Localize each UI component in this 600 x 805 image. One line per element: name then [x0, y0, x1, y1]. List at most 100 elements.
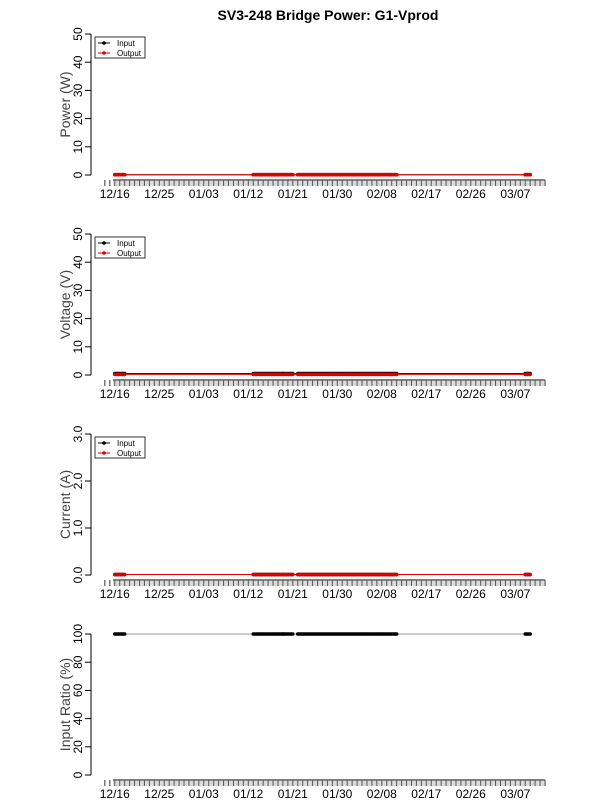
data-point [291, 372, 295, 377]
x-tick-label: 01/30 [322, 787, 352, 800]
data-point [394, 572, 399, 577]
x-tick-label: 12/16 [100, 587, 130, 601]
x-tick-label: 01/03 [189, 587, 219, 601]
panel-voltage: 0 10 20 30 40 50 Voltage (V) 12/16 12/25 01/03 01/… [57, 227, 546, 401]
legend-label: Output [117, 249, 142, 258]
data-point [291, 632, 295, 636]
legend-swatch-point [102, 241, 106, 245]
y-axis-label: Power (W) [57, 71, 73, 137]
x-tick-label: 01/12 [233, 787, 263, 800]
y-tick-label: 30 [71, 83, 85, 97]
x-tick-label: 01/30 [322, 187, 352, 201]
data-point [122, 632, 127, 636]
y-tick-label: 40 [71, 255, 85, 269]
x-tick-label: 12/25 [144, 387, 174, 401]
y-axis-label: Current (A) [57, 470, 73, 539]
series-output [112, 172, 532, 177]
series-output [112, 372, 532, 377]
legend-swatch-point [102, 251, 106, 255]
y-tick-label: 50 [71, 27, 85, 41]
data-point [528, 632, 532, 636]
y-tick-label: 0.0 [71, 566, 85, 583]
y-tick-label: 80 [71, 655, 85, 669]
legend-swatch-point [102, 441, 106, 445]
x-tick-label: 02/08 [367, 187, 397, 201]
x-tick-label: 02/08 [367, 387, 397, 401]
data-point [291, 572, 295, 577]
legend-swatch-point [102, 51, 106, 55]
x-tick-label: 02/08 [367, 787, 397, 800]
series-ratio [112, 632, 532, 636]
y-tick-label: 40 [71, 712, 85, 726]
data-point [291, 172, 295, 177]
x-tick-label: 02/17 [411, 787, 441, 800]
data-point [528, 172, 532, 177]
y-tick-label: 50 [71, 227, 85, 241]
legend-label: Input [117, 39, 136, 48]
x-tick-label: 01/03 [189, 787, 219, 800]
x-tick-label: 12/16 [100, 387, 130, 401]
y-tick-label: 20 [71, 740, 85, 754]
legend-swatch-point [102, 41, 106, 45]
x-tick-band [113, 180, 545, 186]
data-point [122, 372, 127, 377]
data-point [528, 372, 532, 377]
legend-swatch-point [102, 451, 106, 455]
x-tick-label: 02/26 [456, 187, 486, 201]
y-tick-label: 10 [71, 140, 85, 154]
x-tick-label: 12/25 [144, 587, 174, 601]
data-point [394, 372, 399, 377]
y-tick-label: 0 [71, 771, 85, 778]
x-tick-label: 01/12 [233, 387, 263, 401]
y-axis-label: Input Ratio (%) [57, 658, 73, 751]
y-tick-label: 20 [71, 112, 85, 126]
x-tick-label: 01/21 [278, 787, 308, 800]
x-tick-label: 02/08 [367, 587, 397, 601]
x-tick-label: 02/26 [456, 587, 486, 601]
x-tick-label: 01/21 [278, 587, 308, 601]
x-tick-label: 02/26 [456, 387, 486, 401]
y-tick-label: 0 [71, 171, 85, 178]
data-point [122, 572, 127, 577]
y-tick-label: 3.0 [71, 425, 85, 442]
x-tick-label: 03/07 [500, 787, 530, 800]
y-tick-label: 100 [71, 624, 85, 644]
panel-power: 0 10 20 30 40 50 Power (W) 12/16 12/25 01/03 01/12… [57, 27, 546, 201]
x-tick-label: 01/03 [189, 187, 219, 201]
x-tick-label: 01/30 [322, 387, 352, 401]
legend-label: Output [117, 449, 142, 458]
data-point [394, 172, 399, 177]
data-point [528, 572, 532, 577]
y-tick-label: 0 [71, 371, 85, 378]
x-tick-band [113, 780, 545, 786]
x-tick-label: 12/25 [144, 187, 174, 201]
x-tick-label: 01/30 [322, 587, 352, 601]
y-axis-label: Voltage (V) [57, 270, 73, 339]
y-tick-label: 20 [71, 312, 85, 326]
x-tick-label: 02/17 [411, 587, 441, 601]
y-tick-label: 40 [71, 55, 85, 69]
x-tick-label: 01/21 [278, 387, 308, 401]
x-tick-label: 12/16 [100, 187, 130, 201]
x-tick-label: 03/07 [500, 387, 530, 401]
y-tick-label: 60 [71, 683, 85, 697]
panel-current: 0.0 1.0 2.0 3.0 Current (A) 12/16 12/25 01/03 01… [57, 425, 546, 601]
y-tick-label: 10 [71, 340, 85, 354]
series-output [112, 572, 532, 577]
panel-ratio: 0 20 40 60 80 100 Input Ratio (%) 12/16 12/25 01/… [57, 624, 546, 801]
legend-label: Input [117, 239, 136, 248]
x-tick-label: 01/21 [278, 187, 308, 201]
x-tick-label: 01/12 [233, 187, 263, 201]
y-tick-label: 30 [71, 283, 85, 297]
x-tick-label: 03/07 [500, 587, 530, 601]
x-tick-label: 12/25 [144, 787, 174, 800]
x-tick-label: 02/26 [456, 787, 486, 800]
data-point [394, 632, 399, 636]
y-tick-label: 2.0 [71, 472, 85, 489]
chart-title: SV3-248 Bridge Power: G1-Vprod [218, 7, 439, 23]
x-tick-label: 01/12 [233, 587, 263, 601]
x-tick-band [113, 380, 545, 386]
